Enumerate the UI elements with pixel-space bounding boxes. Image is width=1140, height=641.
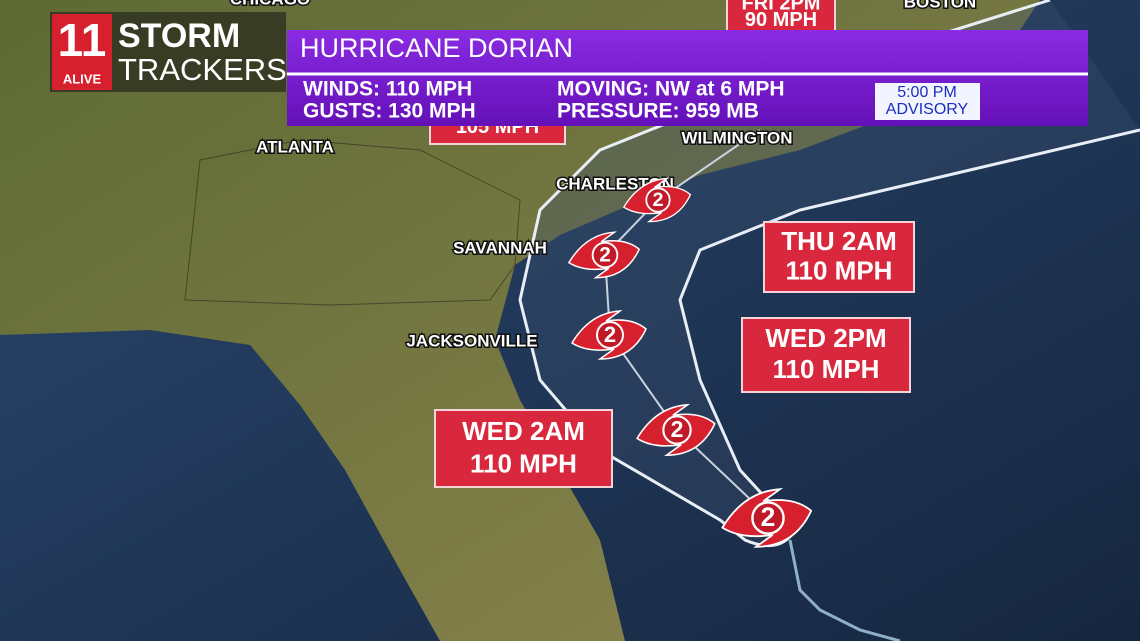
land xyxy=(0,0,1040,641)
storm-category: 2 xyxy=(761,502,776,532)
forecast-box xyxy=(434,409,613,488)
forecast-box xyxy=(763,221,915,293)
storm-eye xyxy=(596,321,624,349)
storm-category: 2 xyxy=(652,189,663,211)
city-label: BOSTON xyxy=(904,0,976,11)
forecast-time: FRI 2PM xyxy=(742,0,821,14)
gusts: GUSTS: 130 MPH xyxy=(303,100,476,123)
city-label: WILMINGTON xyxy=(681,128,792,147)
forecast-box xyxy=(726,0,836,33)
logo-line1: STORM xyxy=(118,17,240,55)
winds: WINDS: 110 MPH xyxy=(303,78,472,101)
advisory-label: ADVISORY xyxy=(886,101,969,118)
storm-category: 2 xyxy=(599,243,611,266)
advisory-box xyxy=(875,83,980,120)
logo-badge xyxy=(52,14,112,90)
storm-icon: 2 xyxy=(622,177,692,223)
city-label: CHICAGO xyxy=(230,0,310,8)
banner: HURRICANE DORIAN WINDS: 110 MPH GUSTS: 1… xyxy=(287,30,1088,126)
storm-category: 2 xyxy=(671,416,684,442)
logo-number: 11 xyxy=(58,14,107,66)
forecast-wind: 110 MPH xyxy=(773,354,880,384)
state-borders xyxy=(184,139,521,306)
storm-eye xyxy=(591,241,619,269)
city-label: SAVANNAH xyxy=(453,238,547,257)
logo-station: ALIVE xyxy=(63,71,102,86)
caribbean-islands xyxy=(788,539,901,641)
forecast-time: WED 2PM xyxy=(765,323,886,353)
storm-icon: 2 xyxy=(567,231,641,279)
advisory-time: 5:00 PM xyxy=(897,84,957,101)
storm-eye xyxy=(645,187,671,213)
storm-icon: 2 xyxy=(721,488,813,548)
storm-eye xyxy=(751,501,785,535)
storm-icon: 2 xyxy=(636,403,716,456)
storm-category: 2 xyxy=(604,322,616,347)
storm-eye xyxy=(662,415,692,445)
forecast-time: THU 2AM xyxy=(781,226,897,256)
forecast-wind: 90 MPH xyxy=(745,9,817,31)
city-label: JACKSONVILLE xyxy=(406,331,537,350)
storm-icon: 2 xyxy=(570,310,647,360)
pressure: PRESSURE: 959 MB xyxy=(557,100,759,123)
city-label: ATLANTA xyxy=(256,137,334,156)
forecast-time: WED 2AM xyxy=(462,416,585,446)
moving: MOVING: NW at 6 MPH xyxy=(557,78,785,101)
logo: 11 ALIVE STORM TRACKERS xyxy=(50,12,287,92)
forecast-wind: 110 MPH xyxy=(786,255,893,285)
logo-line2: TRACKERS xyxy=(118,52,287,87)
forecast-box xyxy=(741,317,911,393)
forecast-wind: 110 MPH xyxy=(470,448,577,478)
banner-title: HURRICANE DORIAN xyxy=(300,33,573,63)
